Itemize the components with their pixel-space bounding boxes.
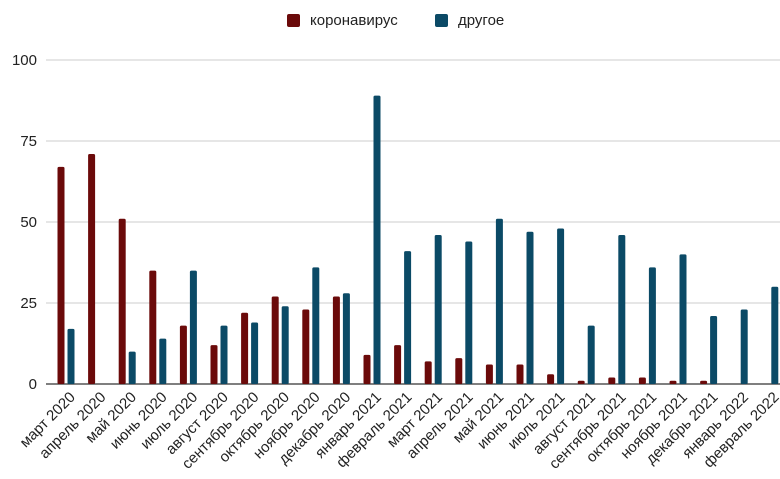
bar-coronavirus <box>516 364 524 384</box>
bar-coronavirus <box>149 270 157 384</box>
bar-other <box>526 231 534 384</box>
bar-coronavirus <box>332 296 340 384</box>
bar-other <box>557 228 565 384</box>
bar-other <box>128 351 136 384</box>
bar-other <box>771 286 779 384</box>
bar-other <box>740 309 748 384</box>
y-tick-label: 50 <box>20 214 37 231</box>
bar-other <box>373 95 381 384</box>
legend-label-other: другое <box>458 12 505 29</box>
bar-coronavirus <box>424 361 432 384</box>
bar-other <box>251 322 259 384</box>
bar-other <box>434 234 442 384</box>
bar-coronavirus <box>57 166 65 384</box>
bar-other <box>465 241 473 384</box>
legend-label-coronavirus: коронавирус <box>310 12 398 29</box>
bar-coronavirus <box>700 380 708 384</box>
bar-coronavirus <box>455 358 463 384</box>
bar-other <box>679 254 687 384</box>
bar-coronavirus <box>669 380 677 384</box>
bar-other <box>312 267 320 384</box>
bar-other <box>189 270 197 384</box>
bar-other <box>710 315 718 384</box>
legend-item-coronavirus: коронавирус <box>287 12 398 29</box>
bar-coronavirus <box>608 377 616 384</box>
y-tick-label: 25 <box>20 295 37 312</box>
bar-coronavirus <box>118 218 126 384</box>
bar-other <box>495 218 503 384</box>
bar-other <box>159 338 167 384</box>
bar-coronavirus <box>638 377 646 384</box>
bar-other <box>281 306 289 384</box>
y-tick-label: 75 <box>20 133 37 150</box>
bar-coronavirus <box>485 364 493 384</box>
bar-coronavirus <box>241 312 249 384</box>
bar-coronavirus <box>210 345 218 384</box>
bar-coronavirus <box>88 153 96 384</box>
bar-other <box>587 325 595 384</box>
y-tick-label: 100 <box>12 52 37 69</box>
bar-coronavirus <box>363 354 371 384</box>
bar-other <box>67 328 75 384</box>
bar-other <box>342 293 350 384</box>
legend-swatch-other <box>435 14 448 27</box>
legend: коронавирус другое <box>0 12 780 34</box>
bar-coronavirus <box>302 309 310 384</box>
y-tick-label: 0 <box>29 376 37 393</box>
bar-other <box>618 234 626 384</box>
bar-coronavirus <box>394 345 402 384</box>
bar-coronavirus <box>547 374 555 384</box>
bar-other <box>404 251 412 384</box>
bar-coronavirus <box>271 296 279 384</box>
bar-other <box>220 325 228 384</box>
bar-other <box>648 267 656 384</box>
bar-coronavirus <box>577 380 585 384</box>
bar-coronavirus <box>179 325 187 384</box>
legend-item-other: другое <box>435 12 504 29</box>
legend-swatch-coronavirus <box>287 14 300 27</box>
